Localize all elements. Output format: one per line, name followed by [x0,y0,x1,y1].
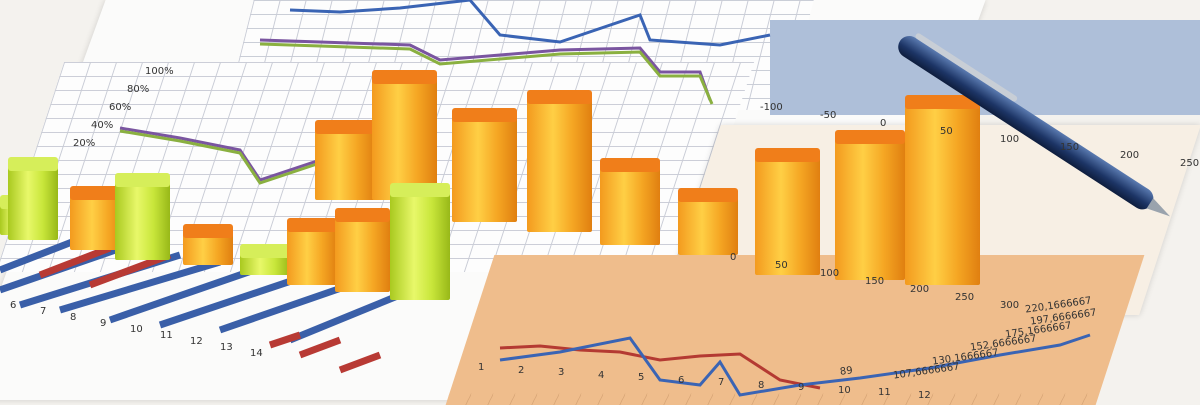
x-tick-label: 8 [70,312,77,323]
bar-front-face [905,103,980,285]
x-tick-label: 10 [130,324,143,335]
axis-tick-label: 0 [880,118,887,129]
lime-bar [390,183,450,300]
lime-bar [240,244,290,275]
x-tick-label: 5 [638,372,645,383]
x-tick-label: 1 [478,362,485,373]
x-tick-label: 6 [678,374,685,386]
axis-tick-label: 100 [820,268,840,279]
x-tick-label: 6 [10,300,17,311]
x-tick-label: 14 [250,348,263,359]
top-green-line [259,42,714,105]
y-tick-label: 20% [73,138,96,149]
data-label: 89 [839,365,854,378]
x-tick-label: 4 [598,369,605,381]
bar-front-face [835,138,905,280]
orange-bar [678,188,738,255]
top-purple-line [259,38,712,101]
bar-front-face [755,156,820,275]
axis-tick-label: 50 [775,260,788,271]
bar-top-face [755,148,820,162]
x-tick-label: 11 [878,387,891,398]
middle-purple-line [119,126,321,182]
x-tick-label: 7 [40,306,47,317]
bar-top-face [835,130,905,144]
bar-top-face [8,157,58,171]
bar-front-face [678,196,738,255]
bar-top-face [115,173,170,187]
axis-tick-label: 200 [910,284,930,295]
orange-bar [183,224,233,265]
lime-bar [8,157,58,240]
bar-top-face [452,108,517,122]
bar-front-face [287,226,337,285]
bar-top-face [527,90,592,104]
orange-bar [452,108,517,222]
x-tick-label: 3 [558,367,565,378]
top-blue-line [289,0,771,47]
bar-front-face [600,166,660,245]
axis-tick-label: 300 [1000,300,1020,311]
axis-tick-label: 250 [955,292,975,303]
orange-bar [755,148,820,275]
orange-bar [527,90,592,232]
y-tick-label: 80% [127,84,150,95]
bar-top-face [240,244,290,258]
axis-tick-label: 100 [1000,134,1020,145]
orange-bar [905,95,980,285]
bottom-blue-line [499,333,1091,397]
x-tick-label: 7 [718,377,725,388]
y-tick-label: 60% [109,102,132,113]
lime-bar [115,173,170,260]
bar-front-face [8,165,58,240]
axis-tick-label: 200 [1120,150,1140,161]
bar-front-face [335,216,390,292]
orange-bar [600,158,660,245]
x-tick-label: 9 [100,318,107,329]
bar-top-face [70,186,125,200]
orange-bar [372,70,437,200]
orange-bar [287,218,337,285]
middle-green-line [119,129,321,185]
x-tick-label: 10 [838,384,851,396]
axis-tick-label: 150 [865,276,885,287]
bottom-red-line [499,344,821,390]
bar-top-face [183,224,233,238]
x-tick-label: 8 [758,379,765,391]
bar-front-face [390,191,450,300]
bar-top-face [315,120,375,134]
bar-top-face [678,188,738,202]
bar-front-face [452,116,517,222]
bar-top-face [372,70,437,84]
orange-bar [315,120,375,200]
bar-top-face [905,95,980,109]
axis-tick-label: 150 [1060,142,1080,153]
bar-top-face [335,208,390,222]
x-tick-label: 13 [220,342,233,353]
bottom-left-red-bars [38,244,382,374]
bar-top-face [287,218,337,232]
axis-tick-label: -100 [760,102,783,113]
bar-top-face [600,158,660,172]
x-tick-label: 2 [518,364,525,376]
bar-front-face [372,78,437,200]
x-tick-label: 12 [918,389,931,401]
axis-tick-label: 0 [730,252,737,263]
x-tick-label: 12 [190,336,203,347]
bar-top-face [390,183,450,197]
orange-bar [835,130,905,280]
orange-bar [335,208,390,292]
y-tick-label: 40% [91,120,114,131]
bar-front-face [315,128,375,200]
bar-front-face [115,181,170,260]
y-tick-label: 100% [145,66,174,77]
axis-tick-label: 50 [940,126,953,137]
x-tick-label: 11 [160,330,173,341]
x-tick-label: 9 [798,382,805,393]
axis-tick-label: 250 [1180,158,1200,169]
axis-tick-label: -50 [820,110,837,121]
bar-front-face [527,98,592,232]
